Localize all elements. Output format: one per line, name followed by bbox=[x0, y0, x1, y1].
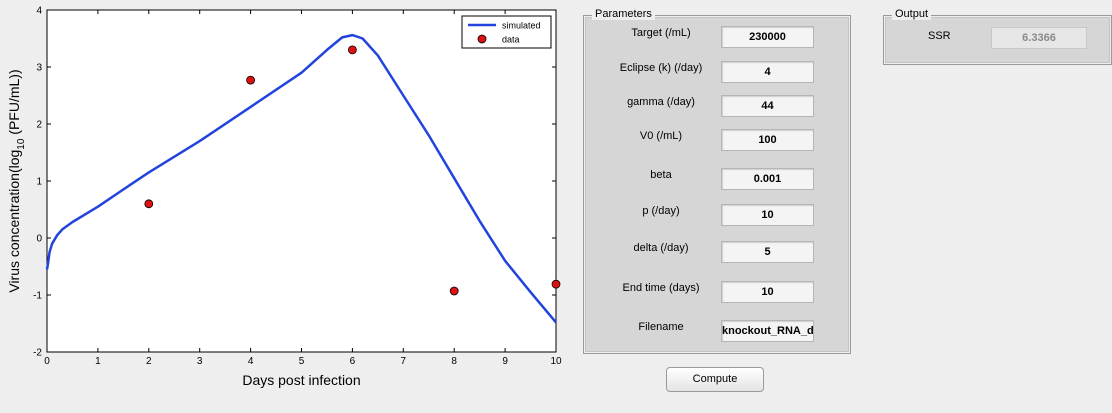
x-tick-label: 3 bbox=[197, 356, 203, 367]
x-tick-label: 9 bbox=[502, 356, 508, 367]
param-label: Target (/mL) bbox=[631, 27, 691, 39]
y-axis-label-prefix: Virus concentration(log bbox=[6, 150, 22, 293]
y-tick-label: 3 bbox=[36, 63, 42, 74]
output-panel: SSR 6.3366 Output bbox=[883, 8, 1112, 65]
x-tick-label: 6 bbox=[350, 356, 356, 367]
parameters-panel-title: Parameters bbox=[592, 8, 655, 20]
simulated-series-line bbox=[45, 33, 557, 324]
parameters-panel: Target (/mL) 230000 Eclipse (k) (/day) 4 gam… bbox=[583, 8, 851, 354]
param-field[interactable]: 4 bbox=[721, 61, 814, 83]
param-field[interactable]: 5 bbox=[721, 241, 814, 263]
plot-area: 0 1 2 3 4 5 6 7 8 9 10 -2 -1 0 1 2 3 4 Days post infection… bbox=[6, 6, 562, 389]
x-tick-label: 10 bbox=[550, 356, 562, 367]
param-field[interactable]: 0.001 bbox=[721, 168, 814, 190]
param-field[interactable]: 10 bbox=[721, 281, 814, 303]
data-point bbox=[347, 45, 357, 55]
param-label: delta (/day) bbox=[633, 242, 689, 254]
plot-frame bbox=[46, 9, 557, 353]
param-field[interactable]: 44 bbox=[721, 95, 814, 117]
y-axis-label: Virus concentration(log10 (PFU/mL)) bbox=[6, 69, 27, 292]
y-tick-label: 2 bbox=[36, 120, 42, 131]
legend-marker-swatch bbox=[477, 34, 487, 44]
output-panel-body: SSR 6.3366 bbox=[885, 17, 1110, 63]
data-point bbox=[449, 286, 459, 296]
y-tick-label: -2 bbox=[33, 348, 42, 359]
legend-label: simulated bbox=[502, 21, 541, 31]
y-tick-label: -1 bbox=[33, 291, 42, 302]
param-label: beta bbox=[650, 169, 672, 181]
data-point bbox=[144, 199, 154, 209]
output-panel-title: Output bbox=[892, 8, 932, 20]
data-point bbox=[551, 279, 561, 289]
param-field[interactable]: knockout_RNA_div bbox=[721, 320, 814, 342]
y-tick-label: 1 bbox=[36, 177, 42, 188]
x-tick-label: 2 bbox=[146, 356, 152, 367]
y-tick-label: 0 bbox=[36, 234, 42, 245]
x-tick-label: 5 bbox=[299, 356, 305, 367]
y-axis-label-subscript: 10 bbox=[16, 138, 27, 150]
legend-label: data bbox=[502, 35, 520, 45]
x-axis-label: Days post infection bbox=[242, 372, 360, 388]
x-tick-label: 0 bbox=[44, 356, 50, 367]
param-label: gamma (/day) bbox=[627, 96, 695, 108]
param-field[interactable]: 230000 bbox=[721, 26, 814, 48]
x-tick-label: 7 bbox=[401, 356, 407, 367]
virus-concentration-chart: 0 1 2 3 4 5 6 7 8 9 10 -2 -1 0 1 2 3 4 Days post infection… bbox=[6, 6, 562, 389]
x-tick-label: 8 bbox=[451, 356, 457, 367]
param-field[interactable]: 100 bbox=[721, 129, 814, 151]
param-label: End time (days) bbox=[622, 282, 700, 294]
param-field[interactable]: 10 bbox=[721, 204, 814, 226]
param-label: p (/day) bbox=[642, 205, 680, 217]
parameters-panel-body: Target (/mL) 230000 Eclipse (k) (/day) 4 gam… bbox=[585, 17, 849, 352]
param-label: V0 (/mL) bbox=[639, 130, 683, 142]
data-point bbox=[246, 75, 256, 85]
param-label: Filename bbox=[638, 321, 684, 333]
ssr-field: 6.3366 bbox=[991, 27, 1087, 49]
x-tick-label: 1 bbox=[95, 356, 101, 367]
legend-box bbox=[461, 15, 552, 49]
y-axis-label-suffix: (PFU/mL)) bbox=[6, 69, 22, 138]
compute-button[interactable]: Compute bbox=[666, 367, 764, 392]
y-tick-label: 4 bbox=[36, 6, 42, 17]
param-label: Eclipse (k) (/day) bbox=[619, 62, 703, 74]
ssr-label: SSR bbox=[928, 30, 951, 42]
x-tick-label: 4 bbox=[248, 356, 254, 367]
